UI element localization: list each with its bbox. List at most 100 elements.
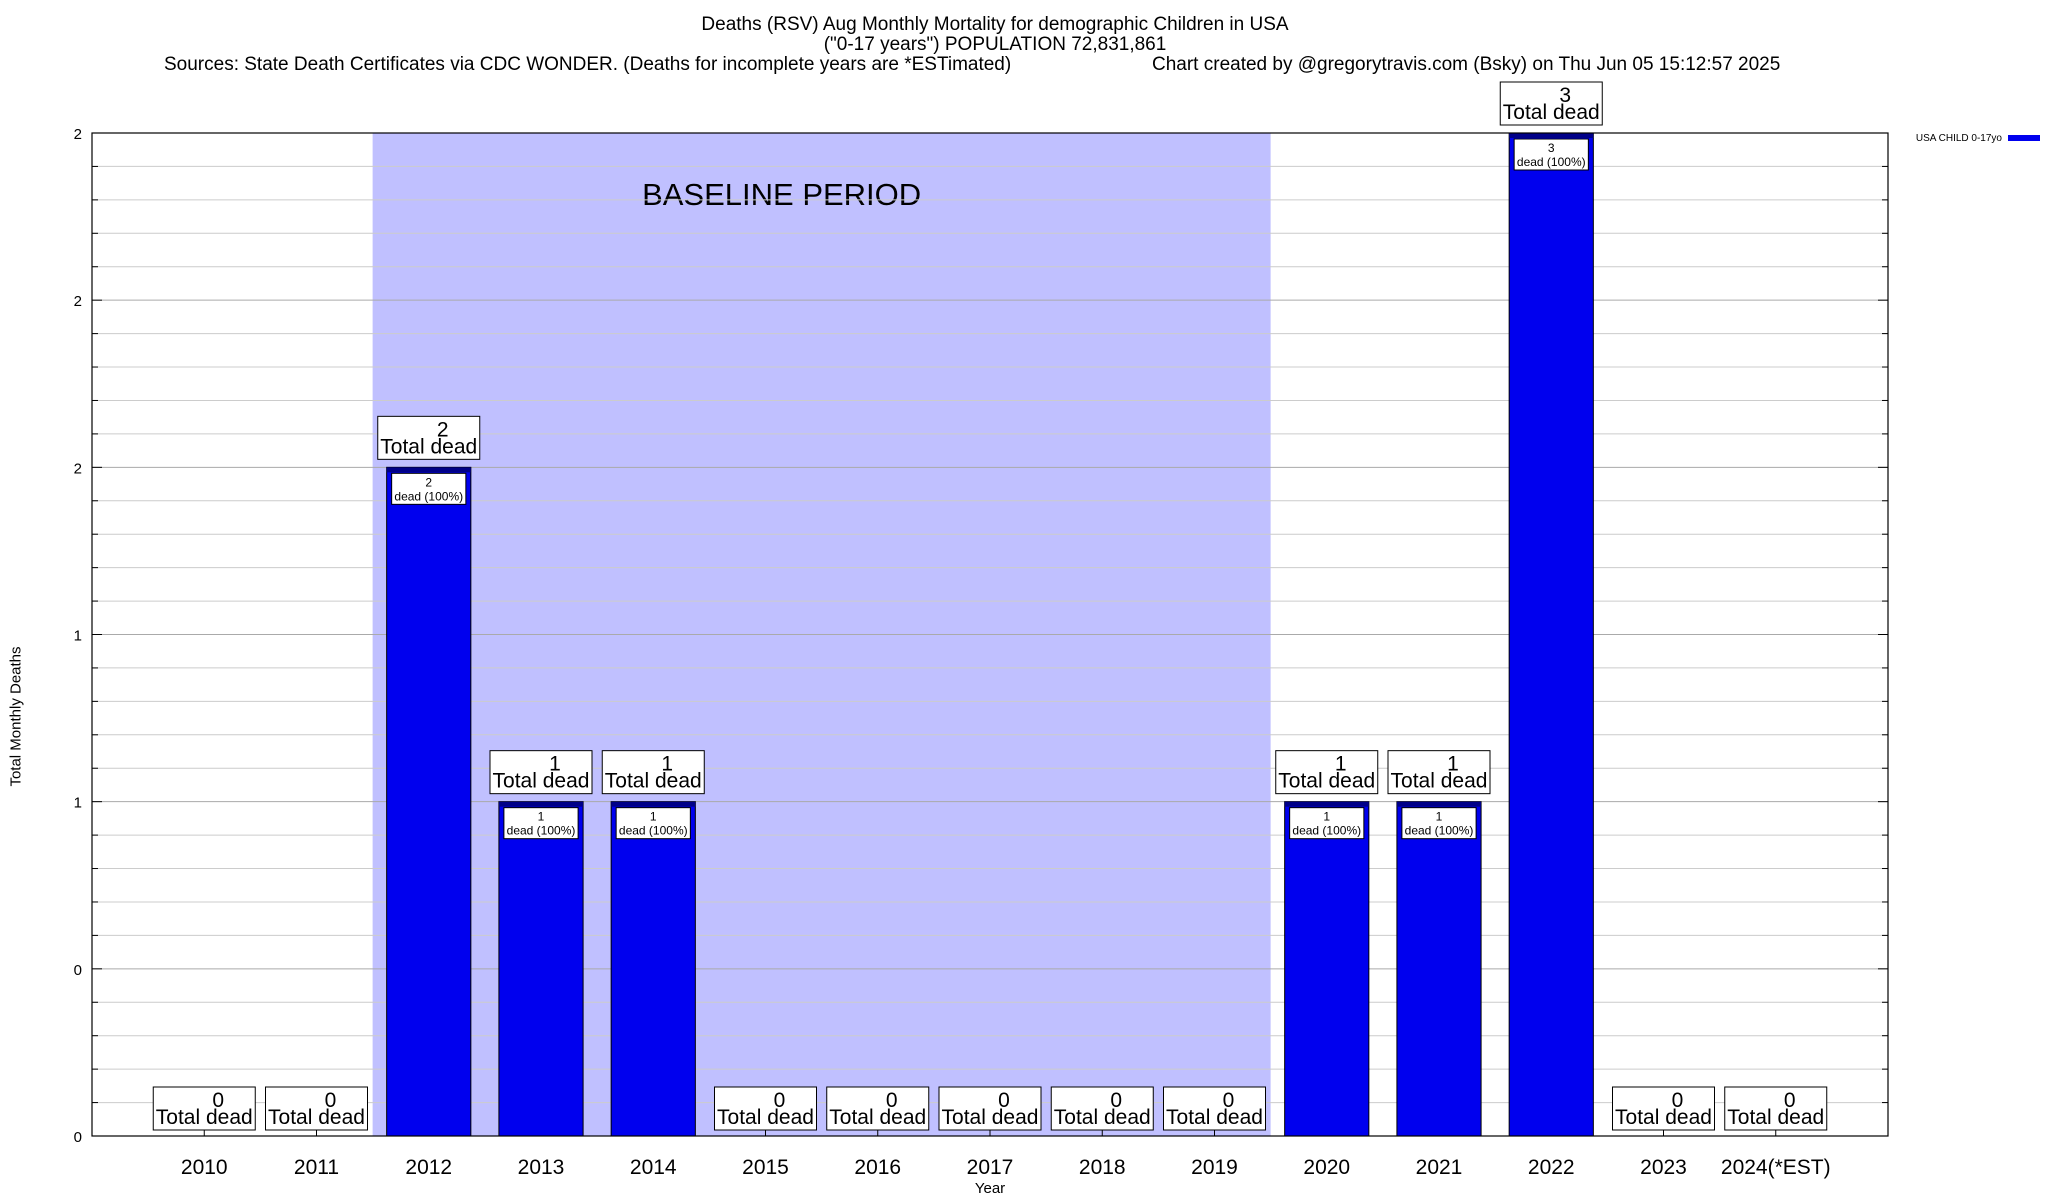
x-tick-label: 2022 [1528,1156,1575,1179]
bar-inner-value: 1 [1323,810,1330,824]
total-label-value: 0 [1110,1089,1122,1112]
total-label-box [1387,750,1491,795]
total-label-box [601,750,705,795]
total-label-value: 0 [998,1089,1010,1112]
bar-inner-label: dead (100%) [1292,824,1361,838]
bar [610,801,696,1137]
total-label-value: 1 [549,753,561,776]
x-tick-label: 2010 [181,1156,228,1179]
total-label-value: 0 [1223,1089,1235,1112]
total-label-value: 0 [886,1089,898,1112]
y-tick-label: 2 [74,460,82,477]
bar-inner-label-box [615,807,691,840]
bar-top-edge [1284,801,1369,807]
total-label-text: Total dead [605,770,702,793]
total-label-value: 3 [1559,84,1571,107]
total-label-box [1724,1086,1828,1131]
total-label-text: Total dead [1054,1106,1151,1129]
x-tick-label: 2017 [967,1156,1014,1179]
bar-inner-value: 1 [1436,810,1443,824]
bar-top-edge [1396,801,1482,807]
bar-inner-value: 2 [425,475,432,489]
total-label-box [152,1086,256,1131]
bar-top-edge [611,801,696,807]
total-label-box [1050,1086,1154,1131]
total-label-value: 2 [437,418,449,441]
bar [1284,801,1370,1137]
total-label-text: Total dead [1391,770,1488,793]
bar-inner-label-box [1401,807,1477,840]
total-label-value: 0 [212,1089,224,1112]
total-label-value: 1 [1335,753,1347,776]
y-tick-label: 2 [74,293,82,310]
bar-inner-label: dead (100%) [1405,824,1474,838]
total-label-text: Total dead [1503,101,1600,124]
total-label-value: 0 [1784,1089,1796,1112]
bar-inner-label: dead (100%) [1517,155,1586,169]
bar-inner-label: dead (100%) [619,824,688,838]
legend-label: USA CHILD 0-17yo [1916,133,2003,144]
bar [1396,801,1482,1137]
bar-top-edge [498,801,584,807]
chart-subtitle: ("0-17 years") POPULATION 72,831,861 [823,34,1167,55]
y-tick-label: 1 [74,628,82,645]
total-label-box [1612,1086,1715,1131]
total-label-value: 1 [1447,753,1459,776]
total-label-text: Total dead [1615,1106,1712,1129]
bar [1508,132,1594,1137]
x-tick-label: 2016 [854,1156,901,1179]
x-tick-label: 2024(*EST) [1721,1156,1831,1179]
total-label-box [1275,750,1379,795]
bar [386,466,472,1137]
bar-top-edge [1509,133,1594,138]
total-label-text: Total dead [268,1106,365,1129]
chart-title: Deaths (RSV) Aug Monthly Mortality for d… [701,14,1289,35]
chart-sources: Sources: State Death Certificates via CD… [164,54,1012,75]
total-label-text: Total dead [1727,1106,1824,1129]
total-label-text: Total dead [1278,770,1375,793]
x-tick-label: 2015 [742,1156,789,1179]
total-label-value: 0 [1672,1089,1684,1112]
total-label-value: 1 [661,753,673,776]
x-tick-label: 2020 [1303,1156,1350,1179]
total-label-text: Total dead [717,1106,814,1129]
total-label-text: Total dead [942,1106,1039,1129]
bar-inner-label: dead (100%) [507,824,576,838]
x-tick-label: 2014 [630,1156,677,1179]
bar-inner-label-box [503,807,579,840]
y-axis-label: Total Monthly Deaths [7,646,25,787]
total-label-text: Total dead [493,770,590,793]
bar-inner-label-box [1289,807,1365,840]
y-tick-label: 0 [74,962,82,979]
bar-inner-value: 3 [1548,141,1555,155]
x-tick-label: 2018 [1079,1156,1126,1179]
total-label-box [1499,81,1603,126]
x-tick-label: 2013 [518,1156,565,1179]
bar-inner-value: 1 [650,810,657,824]
total-label-text: Total dead [829,1106,926,1129]
baseline-period-label: BASELINE PERIOD [642,177,921,212]
x-axis-label: Year [974,1180,1006,1197]
total-label-text: Total dead [1166,1106,1263,1129]
total-label-box [1163,1086,1266,1131]
x-tick-label: 2012 [405,1156,452,1179]
total-label-text: Total dead [156,1106,253,1129]
total-label-box [377,415,481,460]
total-label-box [265,1086,368,1131]
total-label-box [714,1086,817,1131]
x-tick-label: 2011 [294,1156,339,1179]
bar-inner-label-box [1513,138,1589,171]
bar-top-edge [386,467,471,473]
bar-inner-value: 1 [538,810,545,824]
x-tick-label: 2021 [1416,1156,1463,1179]
bar-inner-label: dead (100%) [394,489,463,503]
total-label-box [826,1086,930,1131]
x-tick-label: 2023 [1640,1156,1687,1179]
total-label-value: 0 [774,1089,786,1112]
plot-frame [91,132,1889,1137]
y-tick-label: 1 [74,795,82,812]
legend-swatch [2008,135,2040,141]
total-label-box [489,750,593,795]
x-tick-label: 2019 [1191,1156,1238,1179]
